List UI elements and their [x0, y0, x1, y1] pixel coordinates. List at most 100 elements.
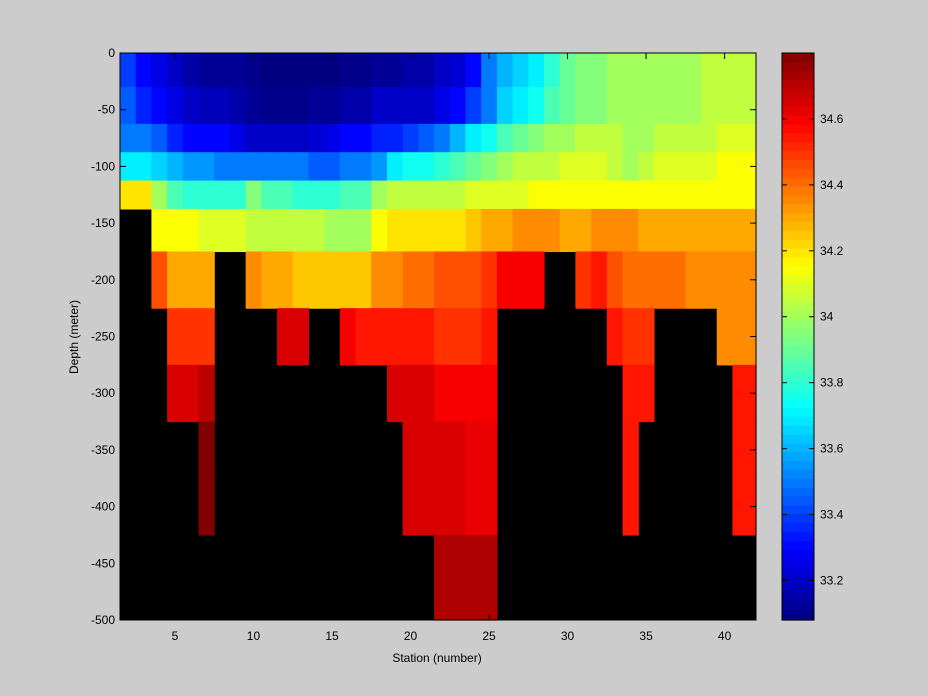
- heatmap-cell: [245, 53, 262, 88]
- heatmap-cell: [120, 180, 137, 210]
- heatmap-cell: [198, 152, 215, 182]
- colorbar-tick-label: 33.8: [820, 376, 844, 390]
- heatmap-cell: [434, 87, 451, 125]
- colorbar-band: [782, 292, 814, 302]
- heatmap-cell: [512, 53, 529, 88]
- heatmap-cell: [481, 123, 498, 153]
- heatmap-cell: [198, 53, 215, 88]
- heatmap-cell: [449, 53, 467, 88]
- heatmap-cell: [167, 364, 184, 423]
- heatmap-cell: [434, 180, 451, 210]
- y-tick-label: -50: [98, 103, 116, 117]
- heatmap-cell: [151, 251, 168, 309]
- heatmap-cell: [434, 421, 451, 479]
- colorbar-band: [782, 194, 814, 205]
- heatmap-cell: [575, 180, 592, 210]
- heatmap-cell: [496, 123, 514, 153]
- heatmap-cell: [465, 53, 482, 88]
- heatmap-cell: [151, 87, 168, 125]
- colorbar-band: [782, 442, 814, 453]
- heatmap-cell: [575, 152, 592, 182]
- heatmap-cell: [669, 251, 686, 309]
- heatmap-cell: [591, 53, 608, 88]
- heatmap-cell: [135, 87, 152, 125]
- heatmap-cell: [701, 152, 718, 182]
- heatmap-cell: [544, 152, 561, 182]
- colorbar-band: [782, 566, 814, 577]
- colorbar-frame: [781, 52, 815, 621]
- heatmap-cell: [339, 53, 357, 88]
- y-tick-label: -450: [91, 556, 115, 570]
- heatmap-cell: [277, 152, 294, 182]
- colorbar-band: [782, 602, 814, 612]
- heatmap-cell: [418, 180, 435, 210]
- heatmap-cell: [512, 123, 529, 153]
- heatmap-cell: [449, 534, 467, 593]
- heatmap-cell: [638, 208, 655, 253]
- colorbar-band: [782, 469, 814, 479]
- heatmap-cell: [214, 53, 231, 88]
- heatmap-cell: [638, 123, 655, 153]
- heatmap-cell: [449, 591, 467, 621]
- y-tick-label: -250: [91, 330, 115, 344]
- colorbar-band: [782, 416, 814, 426]
- heatmap-cell: [386, 251, 404, 309]
- heatmap-cell: [214, 87, 231, 125]
- heatmap-cell: [355, 53, 372, 88]
- heatmap-cell: [559, 208, 576, 253]
- heatmap-cell: [622, 364, 639, 423]
- heatmap-cell: [355, 208, 372, 253]
- heatmap-cell: [214, 208, 231, 253]
- heatmap-cell: [418, 364, 435, 423]
- heatmap-cell: [261, 123, 278, 153]
- heatmap-cell: [182, 123, 200, 153]
- heatmap-cell: [622, 152, 639, 182]
- heatmap-cell: [591, 180, 608, 210]
- heatmap-cell: [277, 180, 294, 210]
- heatmap-cell: [496, 53, 514, 88]
- colorbar-band: [782, 487, 814, 497]
- heatmap-cell: [465, 308, 482, 366]
- heatmap-cell: [402, 123, 419, 153]
- x-tick-label: 25: [482, 629, 496, 643]
- heatmap-cell: [669, 87, 686, 125]
- heatmap-cell: [606, 152, 624, 182]
- colorbar-band: [782, 309, 814, 320]
- heatmap-cell: [716, 152, 734, 182]
- colorbar-band: [782, 407, 814, 417]
- heatmap-cell: [418, 87, 435, 125]
- heatmap-cell: [434, 308, 451, 366]
- heatmap-cell: [324, 208, 341, 253]
- heatmap-cell: [324, 152, 341, 182]
- heatmap-cell: [481, 208, 498, 253]
- heatmap-cell: [732, 180, 757, 210]
- heatmap-cell: [386, 152, 404, 182]
- heatmap-cell: [591, 152, 608, 182]
- heatmap-cell: [371, 87, 388, 125]
- heatmap-cell: [559, 123, 576, 153]
- colorbar-band: [782, 575, 814, 586]
- heatmap-cell: [261, 208, 278, 253]
- colorbar-band: [782, 97, 814, 107]
- heatmap-cell: [653, 87, 671, 125]
- heatmap-cell: [277, 208, 294, 253]
- y-tick-label: -100: [91, 159, 115, 173]
- heatmap-cell: [135, 180, 152, 210]
- axes-ticks: 5 10 15 20 25 30 35 40 0 -50 -100 -150 -200 -250 -300 -…: [91, 46, 756, 643]
- heatmap-cell: [716, 180, 734, 210]
- heatmap-cell: [669, 53, 686, 88]
- colorbar-band: [782, 70, 814, 81]
- heatmap-cell: [324, 53, 341, 88]
- heatmap-cell: [544, 208, 561, 253]
- colorbar-band: [782, 247, 814, 258]
- x-tick-label: 10: [247, 629, 261, 643]
- heatmap-cell: [167, 308, 184, 366]
- heatmap-cell: [638, 251, 655, 309]
- heatmap-cell: [465, 152, 482, 182]
- heatmap-cell: [496, 180, 514, 210]
- colorbar-band: [782, 274, 814, 284]
- heatmap-cell: [402, 251, 419, 309]
- heatmap-cell: [229, 87, 247, 125]
- heatmap-cell: [434, 152, 451, 182]
- colorbar-band: [782, 265, 814, 276]
